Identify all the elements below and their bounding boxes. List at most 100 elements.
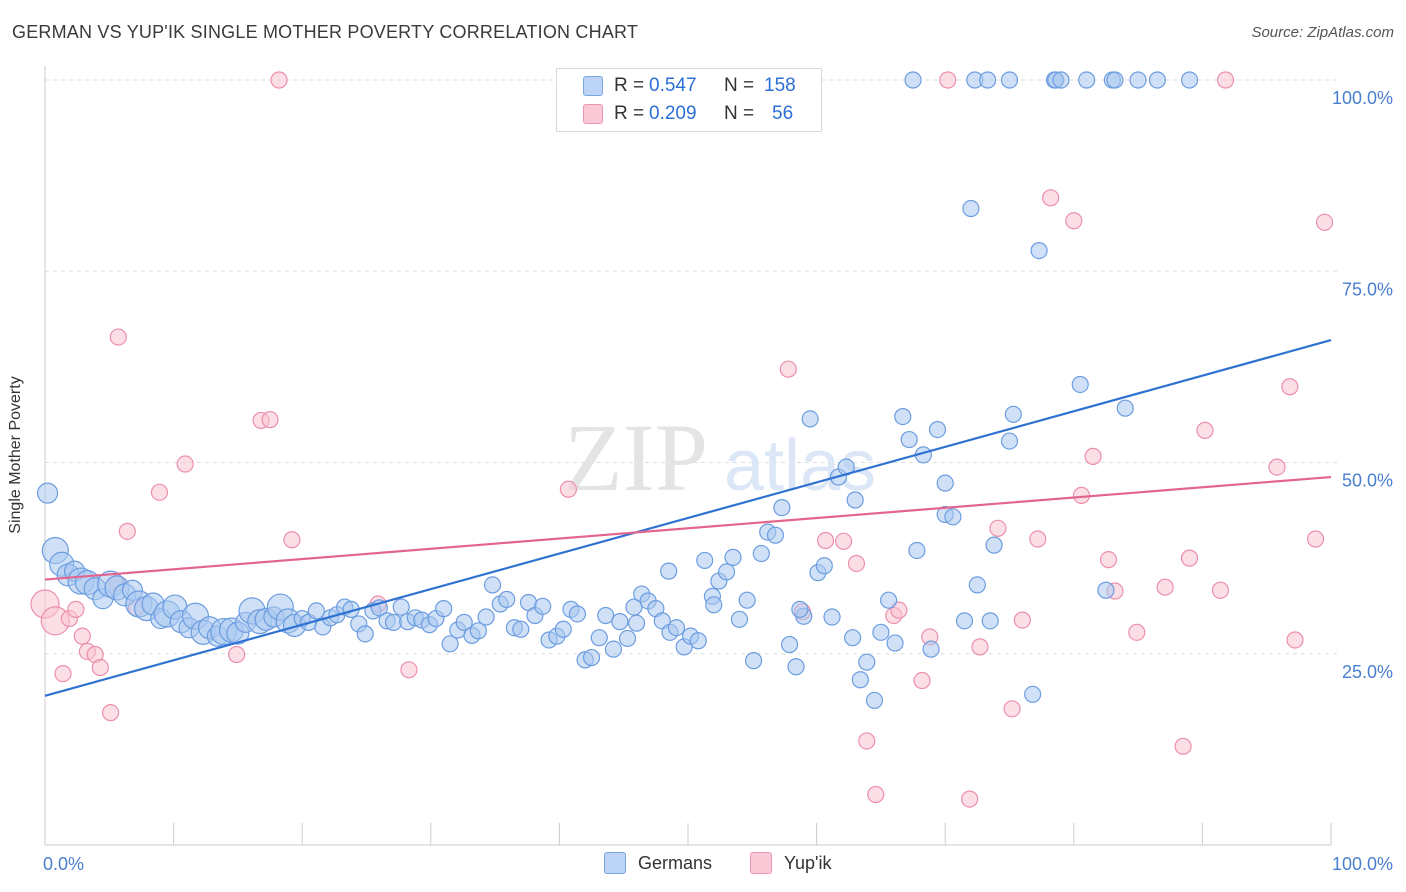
germans-r-value: 0.547 (649, 75, 697, 96)
german-point (766, 526, 785, 544)
german-point (823, 608, 841, 626)
yupik-point (1029, 530, 1047, 548)
yupik-point (1042, 189, 1060, 207)
yupik-r-value: 0.209 (649, 103, 697, 124)
german-point (787, 658, 805, 676)
yupik-point (1281, 378, 1299, 396)
tick-labels: 25.0% 50.0% 75.0% 100.0% 0.0% 100.0% (43, 88, 1393, 874)
german-point (689, 632, 707, 650)
trend-lines (44, 339, 1332, 697)
german-point (441, 635, 459, 653)
german-point (872, 623, 890, 641)
yupik-point (1306, 530, 1325, 548)
yupik-point (118, 522, 136, 540)
german-point (886, 634, 904, 652)
german-point (498, 590, 516, 609)
german-point (627, 614, 646, 632)
chart-title: GERMAN VS YUP'IK SINGLE MOTHER POVERTY C… (12, 22, 639, 42)
german-point (955, 612, 974, 630)
german-point (392, 598, 410, 616)
german-point (435, 600, 453, 618)
german-point (744, 652, 763, 670)
yupik-point (91, 658, 109, 677)
legend: Germans Yup'ik (0, 852, 1406, 878)
legend-item-germans[interactable]: Germans (604, 852, 712, 874)
german-point (582, 648, 601, 667)
german-point (944, 508, 962, 526)
yupik-point (939, 71, 957, 89)
german-point (801, 410, 819, 428)
yupik-point (913, 671, 931, 690)
german-point (1116, 399, 1134, 417)
german-point (908, 541, 926, 560)
german-point (858, 653, 876, 671)
german-point (1071, 375, 1089, 394)
german-point (667, 619, 686, 637)
n-label: N = (724, 75, 755, 96)
german-point (981, 612, 999, 630)
yupik-point (283, 531, 301, 549)
german-point (1097, 581, 1115, 599)
yupik-point (1099, 551, 1118, 569)
german-point (705, 596, 723, 614)
yupik-trend-line (44, 475, 1332, 581)
yupik-point (961, 790, 979, 808)
yupik-point (559, 480, 578, 498)
yupik-point (1216, 71, 1235, 89)
german-point (844, 629, 862, 647)
yupik-point (989, 519, 1007, 537)
yupik-point (400, 661, 418, 679)
german-point (512, 620, 530, 638)
yupik-point (1128, 623, 1146, 641)
german-point (356, 625, 374, 643)
yupik-point (1156, 578, 1174, 596)
german-point (894, 408, 912, 426)
y-tick-label: 50.0% (1342, 471, 1393, 491)
yupik-point (1013, 611, 1031, 629)
yupik-point (1174, 737, 1192, 755)
x-tick-label: 100.0% (1332, 854, 1393, 874)
yupik-point (261, 411, 279, 429)
german-point (922, 640, 940, 658)
german-point (554, 620, 572, 638)
legend-label-germans: Germans (638, 852, 713, 873)
german-point (1129, 71, 1147, 89)
yupik-point (1180, 549, 1199, 567)
yupik-point (228, 645, 246, 664)
german-point (865, 691, 884, 710)
german-point (880, 591, 898, 609)
german-point (590, 629, 608, 647)
german-point (846, 491, 864, 509)
german-point (604, 640, 623, 658)
yupik-point (858, 732, 876, 750)
yupik-point (890, 601, 908, 619)
german-point (660, 562, 678, 580)
german-point (851, 671, 869, 689)
yupik-point (1003, 700, 1021, 718)
german-point (904, 71, 922, 89)
german-point (597, 606, 615, 625)
legend-item-yupik[interactable]: Yup'ik (750, 852, 831, 874)
watermark-zip: ZIP (564, 404, 708, 511)
yupik-point (971, 638, 989, 656)
german-point (936, 474, 954, 492)
german-point (1030, 241, 1048, 260)
german-point (1004, 405, 1022, 423)
yupik-point (109, 328, 127, 346)
german-point (752, 544, 770, 563)
german-point (477, 608, 495, 626)
yupik-point (1084, 447, 1102, 465)
watermark: ZIP atlas (564, 404, 876, 511)
yupik-point (1196, 421, 1214, 439)
yupik-point (270, 71, 288, 89)
german-point (307, 602, 325, 620)
yupik-points (30, 71, 1334, 808)
germans-n-value: 158 (764, 75, 796, 96)
stats-box: R = 0.547 N = 158 R = 0.209 N = 56 (556, 68, 822, 132)
germans-trend-line (44, 339, 1332, 697)
german-point (724, 548, 742, 566)
german-point (738, 591, 756, 609)
german-point (1024, 685, 1042, 703)
yupik-point (1268, 458, 1286, 476)
